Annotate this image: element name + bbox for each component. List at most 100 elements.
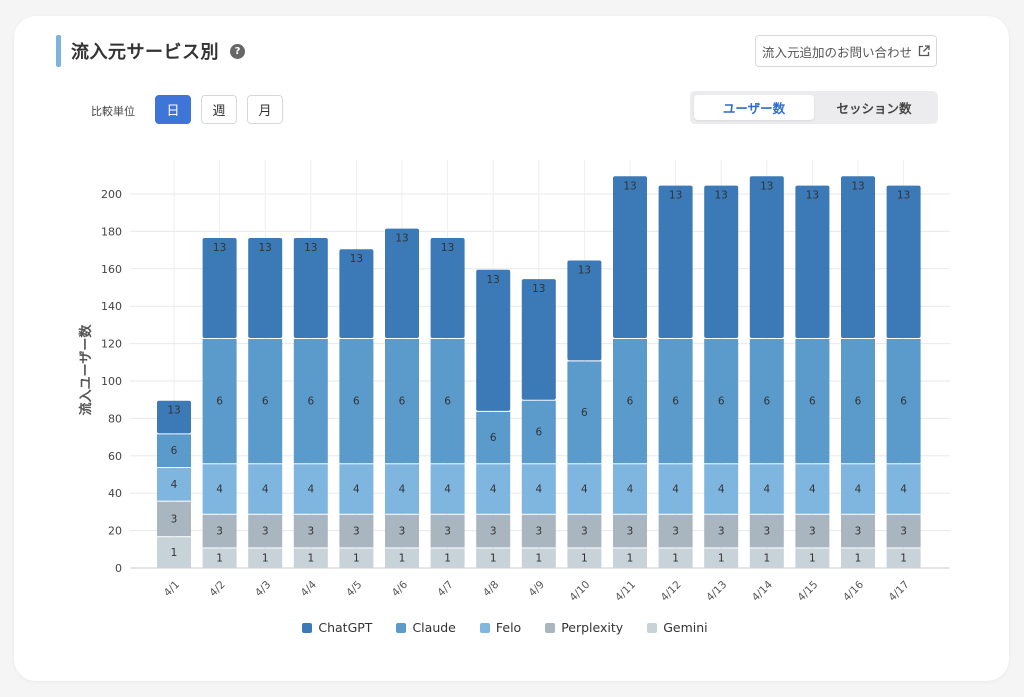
data-label: 3 xyxy=(490,526,497,538)
data-label: 6 xyxy=(627,396,634,408)
data-label: 4 xyxy=(809,484,816,496)
y-tick-label: 160 xyxy=(101,263,122,276)
bar-segment-chatgpt xyxy=(887,186,921,338)
legend-item-perplexity[interactable]: Perplexity xyxy=(545,620,623,635)
data-label: 13 xyxy=(259,242,272,254)
data-label: 4 xyxy=(216,484,223,496)
data-label: 13 xyxy=(897,190,910,202)
y-tick-label: 100 xyxy=(101,375,122,388)
data-label: 13 xyxy=(213,242,226,254)
y-tick-label: 120 xyxy=(101,338,122,351)
y-tick-label: 20 xyxy=(108,525,122,538)
data-label: 13 xyxy=(441,242,454,254)
data-label: 3 xyxy=(444,526,451,538)
data-label: 13 xyxy=(167,405,180,417)
data-label: 3 xyxy=(627,526,634,538)
data-label: 4 xyxy=(353,484,360,496)
legend-label: ChatGPT xyxy=(318,620,372,635)
y-axis-label: 流入ユーザー数 xyxy=(78,324,94,416)
legend-swatch xyxy=(545,623,555,633)
data-label: 13 xyxy=(350,253,363,265)
bar-segment-chatgpt xyxy=(750,176,784,338)
data-label: 6 xyxy=(307,396,314,408)
x-tick-label: 4/11 xyxy=(613,579,638,604)
data-label: 13 xyxy=(669,190,682,202)
data-label: 4 xyxy=(399,484,406,496)
data-label: 6 xyxy=(718,396,725,408)
data-label: 1 xyxy=(171,547,178,559)
bar-segment-chatgpt xyxy=(841,176,875,338)
data-label: 1 xyxy=(627,553,634,565)
data-label: 4 xyxy=(581,484,588,496)
data-label: 13 xyxy=(760,180,773,192)
data-label: 3 xyxy=(763,526,770,538)
x-tick-label: 4/14 xyxy=(750,578,775,603)
data-label: 6 xyxy=(262,396,269,408)
bar-segment-chatgpt xyxy=(522,279,556,400)
data-label: 13 xyxy=(715,190,728,202)
legend-swatch xyxy=(396,623,406,633)
data-label: 4 xyxy=(627,484,634,496)
data-label: 6 xyxy=(216,396,223,408)
data-label: 3 xyxy=(809,526,816,538)
data-label: 6 xyxy=(399,396,406,408)
legend-item-claude[interactable]: Claude xyxy=(396,620,455,635)
bar-segment-chatgpt xyxy=(613,176,647,338)
data-label: 6 xyxy=(353,396,360,408)
x-tick-label: 4/17 xyxy=(887,579,912,604)
data-label: 6 xyxy=(581,407,588,419)
data-label: 13 xyxy=(578,264,591,276)
legend-label: Claude xyxy=(412,620,455,635)
data-label: 1 xyxy=(763,553,770,565)
data-label: 1 xyxy=(809,553,816,565)
data-label: 3 xyxy=(581,526,588,538)
x-tick-label: 4/4 xyxy=(298,578,319,599)
bar-segment-chatgpt xyxy=(795,186,829,338)
data-label: 1 xyxy=(307,553,314,565)
data-label: 1 xyxy=(672,553,679,565)
data-label: 1 xyxy=(399,553,406,565)
data-label: 3 xyxy=(353,526,360,538)
data-label: 1 xyxy=(444,553,451,565)
y-tick-label: 40 xyxy=(108,487,122,500)
legend-item-chatgpt[interactable]: ChatGPT xyxy=(302,620,372,635)
data-label: 6 xyxy=(763,396,770,408)
data-label: 13 xyxy=(623,180,636,192)
bar-segment-chatgpt xyxy=(476,270,510,411)
data-label: 3 xyxy=(171,513,178,525)
data-label: 4 xyxy=(307,484,314,496)
data-label: 1 xyxy=(262,553,269,565)
x-tick-label: 4/2 xyxy=(207,579,227,599)
data-label: 6 xyxy=(809,396,816,408)
y-tick-label: 140 xyxy=(101,300,122,313)
x-tick-label: 4/13 xyxy=(704,579,729,604)
y-tick-label: 180 xyxy=(101,225,122,238)
legend-item-gemini[interactable]: Gemini xyxy=(647,620,707,635)
data-label: 13 xyxy=(532,283,545,295)
legend-item-felo[interactable]: Felo xyxy=(480,620,521,635)
x-tick-label: 4/6 xyxy=(390,578,411,599)
data-label: 1 xyxy=(900,553,907,565)
data-label: 6 xyxy=(444,396,451,408)
y-tick-label: 200 xyxy=(101,188,122,201)
data-label: 3 xyxy=(399,526,406,538)
y-tick-label: 60 xyxy=(108,450,122,463)
data-label: 3 xyxy=(672,526,679,538)
data-label: 4 xyxy=(490,484,497,496)
data-label: 3 xyxy=(216,526,223,538)
data-label: 4 xyxy=(855,484,862,496)
data-label: 3 xyxy=(855,526,862,538)
data-label: 13 xyxy=(395,233,408,245)
data-label: 6 xyxy=(900,396,907,408)
legend-label: Felo xyxy=(496,620,521,635)
y-tick-label: 0 xyxy=(115,562,122,575)
y-tick-label: 80 xyxy=(108,412,122,425)
data-label: 1 xyxy=(535,553,542,565)
x-tick-label: 4/16 xyxy=(841,578,866,603)
bar-segment-chatgpt xyxy=(659,186,693,338)
data-label: 6 xyxy=(535,426,542,438)
data-label: 3 xyxy=(900,526,907,538)
data-label: 4 xyxy=(763,484,770,496)
bar-segment-chatgpt xyxy=(704,186,738,338)
